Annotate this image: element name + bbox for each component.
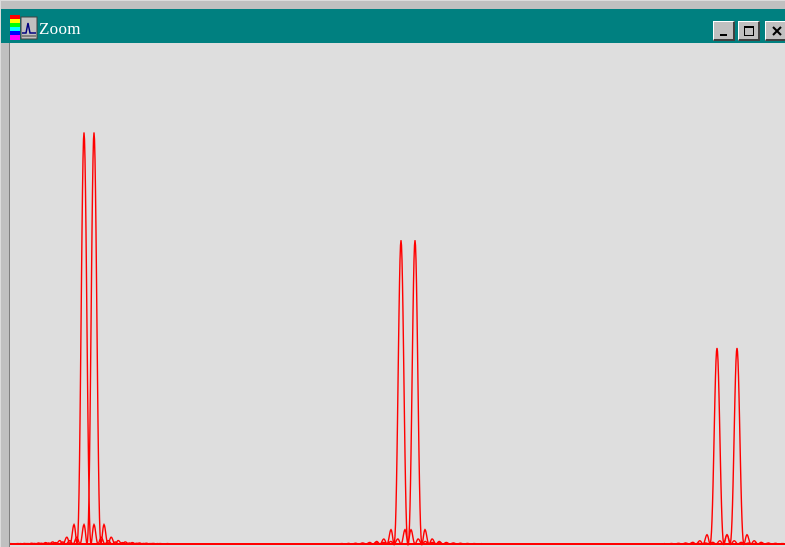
- plot-canvas[interactable]: [9, 43, 785, 547]
- minimize-button[interactable]: [713, 21, 735, 41]
- minimize-icon: [719, 33, 727, 36]
- window-title: Zoom: [39, 19, 81, 38]
- close-icon: [771, 25, 782, 36]
- spectrum-plot: [10, 132, 785, 547]
- spectrum-app-icon[interactable]: [10, 15, 38, 41]
- close-button[interactable]: [765, 21, 785, 41]
- maximize-icon: [743, 25, 754, 36]
- trace-line-2: [10, 132, 785, 547]
- trace-line-1: [10, 132, 785, 547]
- maximize-button[interactable]: [738, 21, 760, 41]
- title-bar[interactable]: Zoom: [1, 9, 785, 43]
